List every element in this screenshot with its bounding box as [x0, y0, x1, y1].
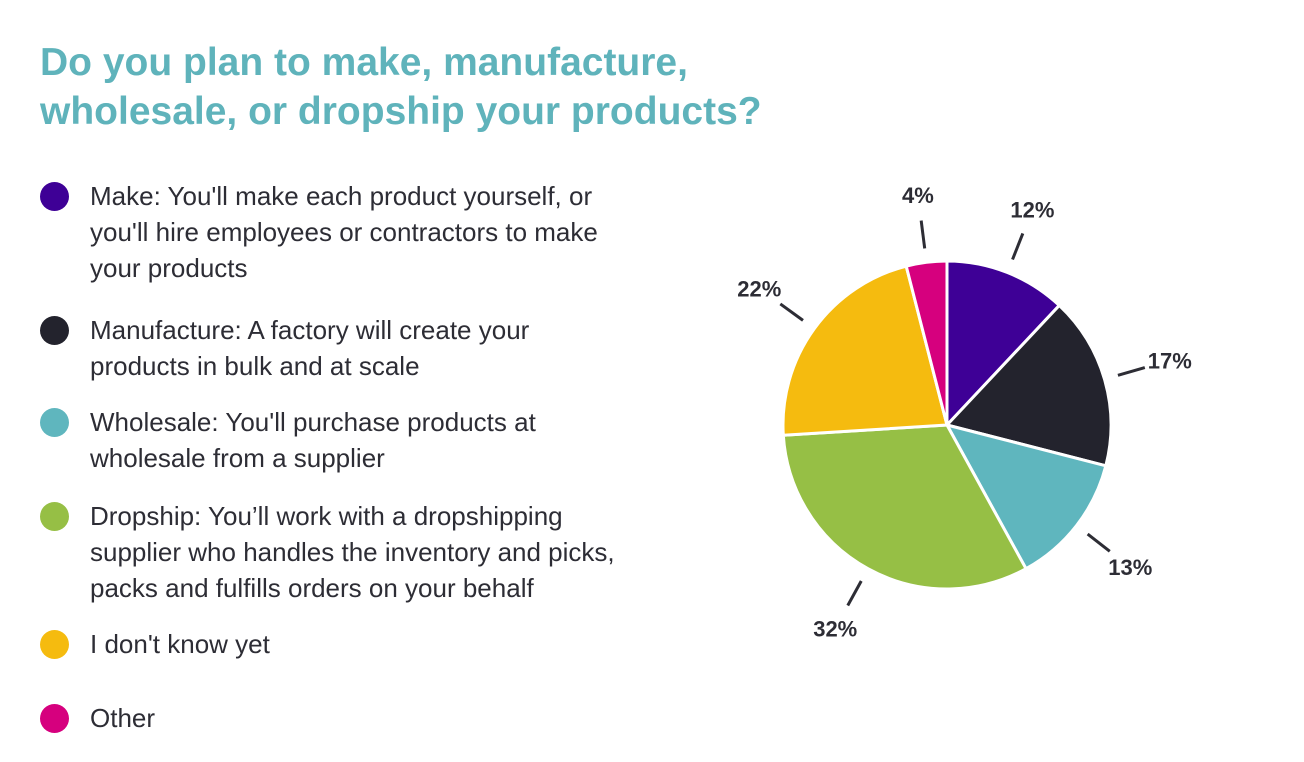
data-label-manufacture: 17% — [1148, 348, 1192, 373]
data-label-wholesale: 13% — [1108, 555, 1152, 580]
pie-slice-dropship — [781, 423, 1028, 591]
pie-slice-make — [945, 259, 1061, 427]
legend-line: wholesale from a supplier — [90, 443, 385, 473]
legend-line: Dropship: You’ll work with a dropshippin… — [90, 501, 563, 531]
leader-line-make — [1011, 232, 1025, 261]
legend-line: your products — [90, 253, 248, 283]
leader-line-dropship — [846, 580, 863, 607]
legend-swatch-dropship — [40, 502, 69, 531]
legend-line: Manufacture: A factory will create your — [90, 315, 530, 345]
pie-slice-other — [904, 259, 949, 427]
legend-label-other: Other — [90, 700, 680, 736]
chart-title-line-2: wholesale, or dropship your products? — [40, 90, 762, 133]
legend-swatch-make — [40, 182, 69, 211]
pie-chart: 12% 17% 13% 32% 22% 4% — [737, 183, 1192, 641]
legend-line: packs and fulfills orders on your behalf — [90, 573, 534, 603]
legend-swatch-other — [40, 704, 69, 733]
legend-line: products in bulk and at scale — [90, 351, 420, 381]
legend-swatch-wholesale — [40, 408, 69, 437]
legend-line: I don't know yet — [90, 629, 270, 659]
legend-label-dropship: Dropship: You’ll work with a dropshippin… — [90, 498, 680, 606]
data-label-dropship: 32% — [813, 616, 857, 641]
legend-swatch-manufacture — [40, 316, 69, 345]
data-label-other: 4% — [902, 183, 934, 208]
legend-label-manufacture: Manufacture: A factory will create your … — [90, 312, 680, 384]
legend-line: Other — [90, 703, 156, 733]
legend-label-dont-know: I don't know yet — [90, 626, 680, 662]
legend-line: supplier who handles the inventory and p… — [90, 537, 615, 567]
leader-line-other — [919, 220, 927, 249]
legend-line: you'll hire employees or contractors to … — [90, 217, 598, 247]
pie-slice-wholesale — [945, 423, 1108, 571]
pie-slice-dont-know — [781, 264, 949, 437]
chart-title-line-1: Do you plan to make, manufacture, — [40, 41, 688, 84]
legend-label-make: Make: You'll make each product yourself,… — [90, 178, 680, 286]
data-label-dont-know: 22% — [737, 277, 781, 302]
chart-title: Do you plan to make, manufacture, wholes… — [40, 38, 860, 136]
legend-label-wholesale: Wholesale: You'll purchase products at w… — [90, 404, 680, 476]
legend-line: Make: You'll make each product yourself,… — [90, 181, 593, 211]
data-label-make: 12% — [1010, 197, 1054, 222]
leader-line-manufacture — [1117, 366, 1146, 377]
legend-swatch-dont-know — [40, 630, 69, 659]
leader-line-dont-know — [779, 302, 804, 322]
pie-slice-manufacture — [945, 303, 1113, 468]
legend-line: Wholesale: You'll purchase products at — [90, 407, 536, 437]
leader-line-wholesale — [1086, 532, 1111, 553]
